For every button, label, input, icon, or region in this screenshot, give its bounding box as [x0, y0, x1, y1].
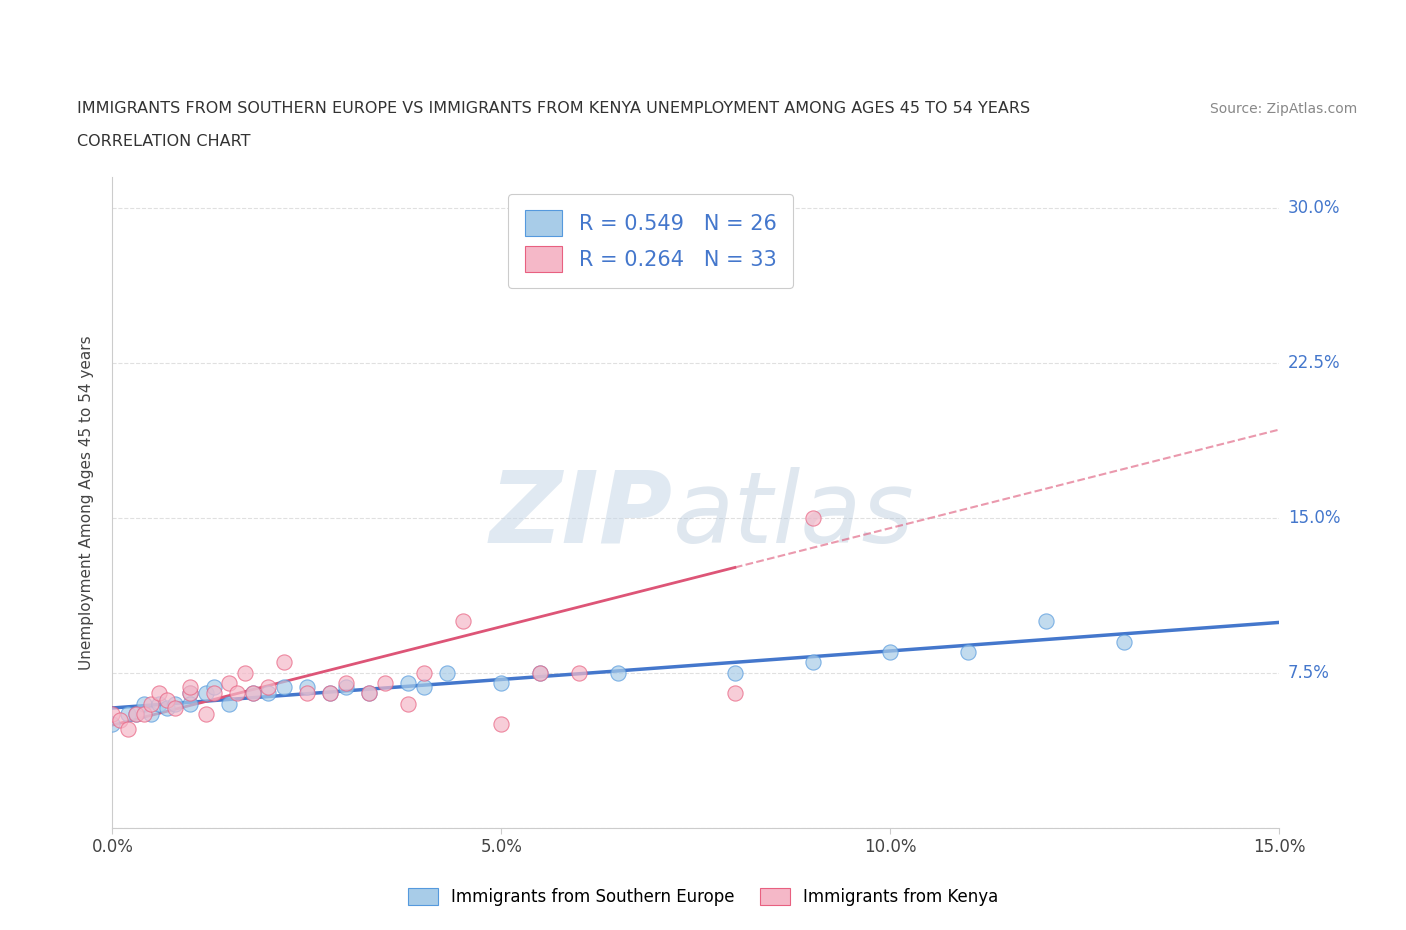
Point: [257, 680, 280, 695]
Point: [101, 717, 124, 732]
Point: [141, 697, 163, 711]
Point: [132, 697, 155, 711]
Text: 7.5%: 7.5%: [1288, 664, 1330, 682]
Point: [242, 686, 264, 701]
Point: [436, 665, 458, 680]
Text: 22.5%: 22.5%: [1288, 353, 1340, 372]
Point: [141, 707, 163, 722]
Point: [529, 665, 551, 680]
Point: [451, 614, 474, 629]
Point: [117, 707, 139, 722]
Point: [179, 686, 201, 701]
Point: [132, 707, 155, 722]
Point: [101, 707, 124, 722]
Point: [156, 692, 179, 707]
Legend: R = 0.549   N = 26, R = 0.264   N = 33: R = 0.549 N = 26, R = 0.264 N = 33: [508, 193, 793, 288]
Point: [957, 644, 980, 659]
Point: [218, 697, 240, 711]
Point: [724, 665, 747, 680]
Point: [879, 644, 901, 659]
Text: IMMIGRANTS FROM SOUTHERN EUROPE VS IMMIGRANTS FROM KENYA UNEMPLOYMENT AMONG AGES: IMMIGRANTS FROM SOUTHERN EUROPE VS IMMIG…: [77, 101, 1031, 116]
Point: [179, 697, 201, 711]
Point: [202, 680, 225, 695]
Legend: Immigrants from Southern Europe, Immigrants from Kenya: Immigrants from Southern Europe, Immigra…: [401, 881, 1005, 912]
Point: [163, 697, 186, 711]
Point: [335, 675, 357, 690]
Point: [179, 680, 201, 695]
Text: atlas: atlas: [672, 467, 914, 564]
Point: [412, 665, 434, 680]
Point: [295, 680, 318, 695]
Point: [319, 686, 342, 701]
Point: [801, 511, 824, 525]
Point: [257, 686, 280, 701]
Point: [226, 686, 249, 701]
Point: [529, 665, 551, 680]
Y-axis label: Unemployment Among Ages 45 to 54 years: Unemployment Among Ages 45 to 54 years: [79, 335, 94, 670]
Point: [568, 665, 591, 680]
Text: Source: ZipAtlas.com: Source: ZipAtlas.com: [1209, 102, 1357, 116]
Point: [179, 686, 201, 701]
Point: [156, 700, 179, 715]
Point: [335, 680, 357, 695]
Point: [295, 686, 318, 701]
Point: [125, 707, 148, 722]
Point: [242, 686, 264, 701]
Text: CORRELATION CHART: CORRELATION CHART: [77, 134, 250, 149]
Text: ZIP: ZIP: [489, 467, 672, 564]
Point: [148, 686, 170, 701]
Point: [374, 675, 396, 690]
Point: [233, 665, 256, 680]
Point: [163, 700, 186, 715]
Point: [1112, 634, 1135, 649]
Point: [359, 686, 381, 701]
Point: [396, 675, 419, 690]
Point: [110, 712, 132, 727]
Point: [359, 686, 381, 701]
Text: 30.0%: 30.0%: [1288, 199, 1340, 217]
Point: [491, 675, 513, 690]
Point: [117, 721, 139, 736]
Point: [1035, 614, 1057, 629]
Point: [396, 697, 419, 711]
Point: [491, 717, 513, 732]
Text: 15.0%: 15.0%: [1288, 509, 1340, 526]
Point: [319, 686, 342, 701]
Point: [273, 680, 295, 695]
Point: [194, 686, 217, 701]
Point: [607, 221, 630, 236]
Point: [801, 655, 824, 670]
Point: [125, 707, 148, 722]
Point: [607, 665, 630, 680]
Point: [202, 686, 225, 701]
Point: [148, 697, 170, 711]
Point: [194, 707, 217, 722]
Point: [412, 680, 434, 695]
Point: [273, 655, 295, 670]
Point: [724, 686, 747, 701]
Point: [218, 675, 240, 690]
